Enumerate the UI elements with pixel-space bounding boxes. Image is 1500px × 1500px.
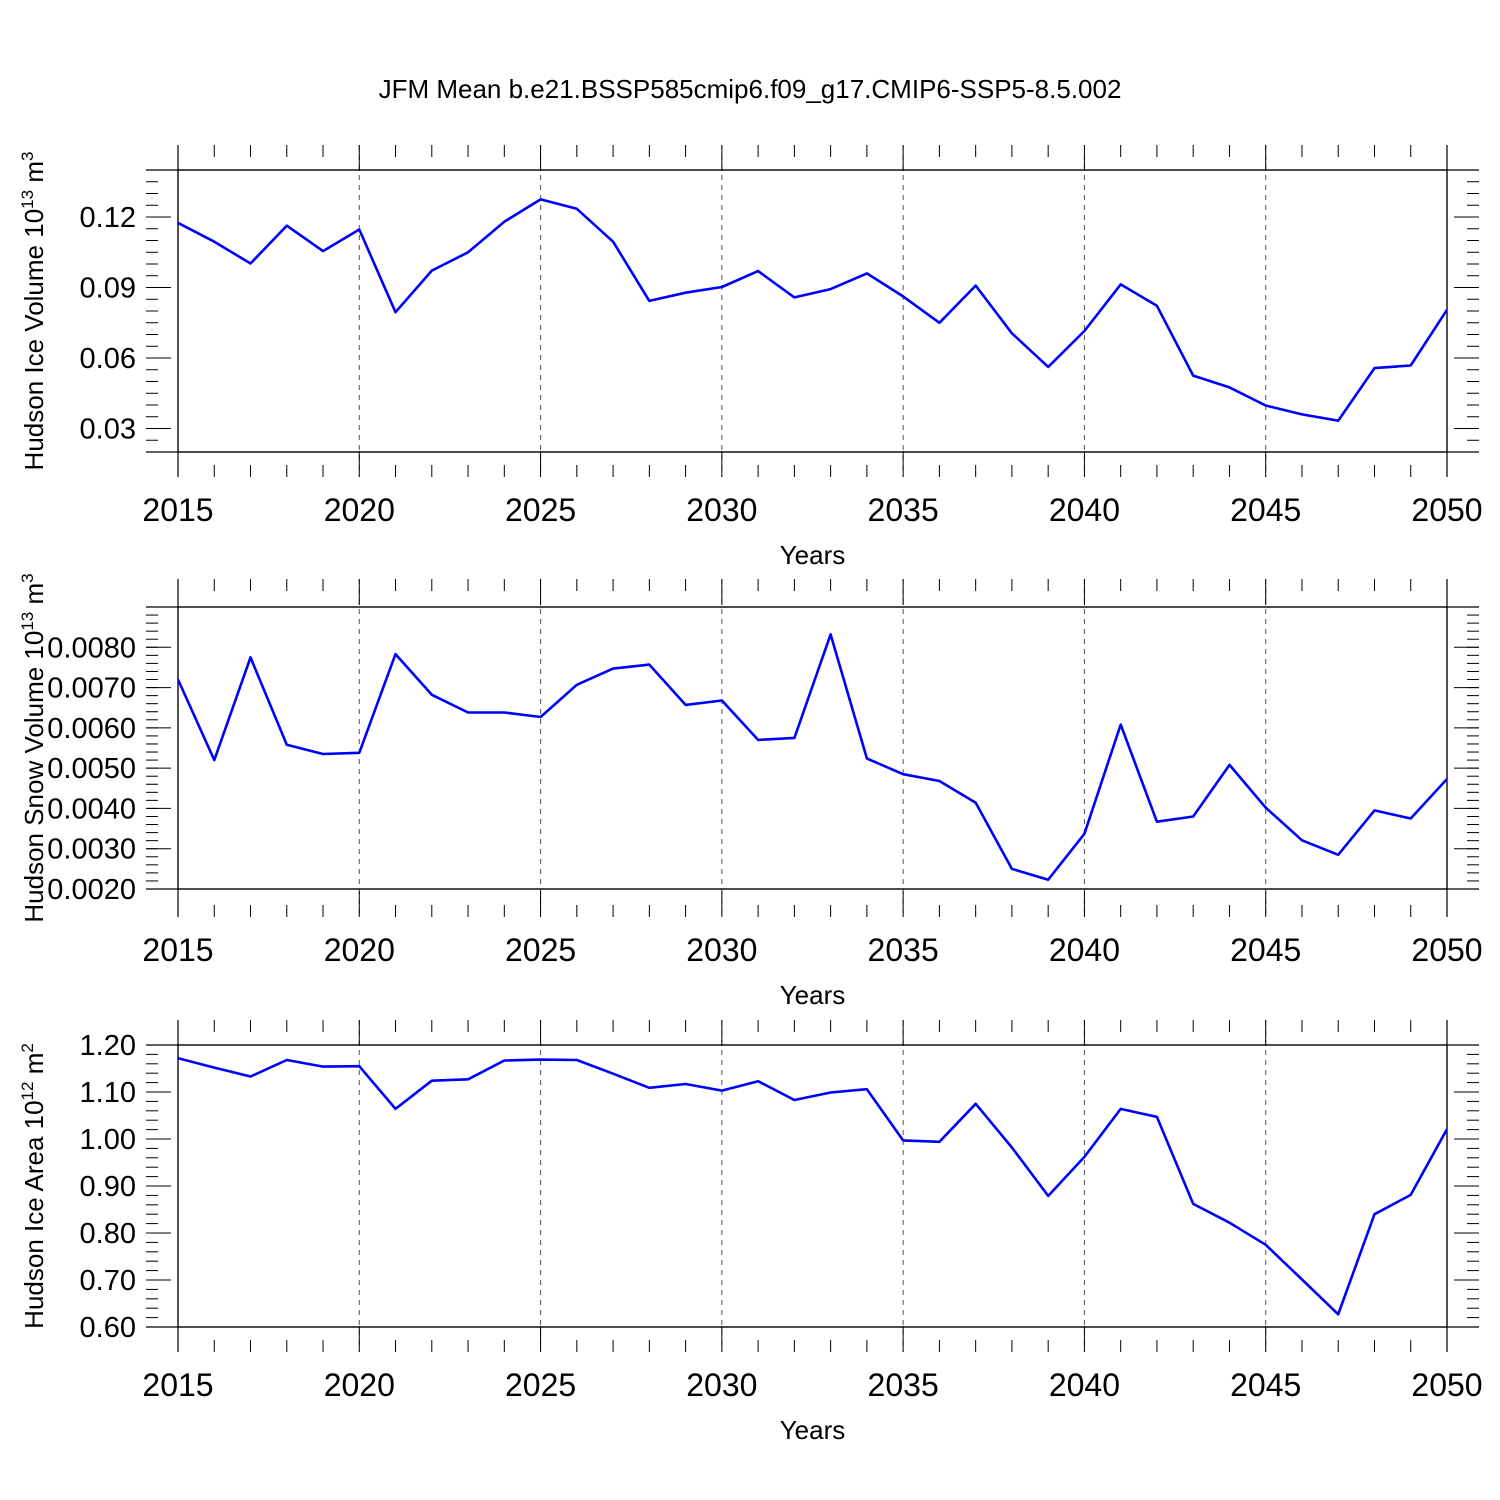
- x-tick-label: 2045: [1230, 492, 1301, 528]
- series-line: [178, 1056, 1447, 1316]
- x-tick-label: 2025: [505, 932, 576, 968]
- y-tick-label: 0.90: [80, 1171, 136, 1203]
- y-tick-label: 1.20: [80, 1030, 136, 1062]
- y-axis-label: Hudson Snow Volume 1013 m3: [18, 573, 49, 922]
- y-tick-label: 0.03: [80, 414, 136, 446]
- x-tick-label: 2040: [1049, 932, 1120, 968]
- y-tick-label: 0.70: [80, 1265, 136, 1297]
- x-tick-label: 2040: [1049, 1367, 1120, 1403]
- y-tick-label: 0.0030: [47, 834, 136, 866]
- plot-frame: [177, 169, 1448, 453]
- x-tick-label: 2030: [686, 932, 757, 968]
- x-tick-label: 2050: [1411, 1367, 1482, 1403]
- figure-title: JFM Mean b.e21.BSSP585cmip6.f09_g17.CMIP…: [379, 74, 1122, 104]
- y-tick-label: 0.0080: [47, 632, 136, 664]
- y-tick-label: 0.09: [80, 273, 136, 305]
- x-tick-label: 2020: [324, 932, 395, 968]
- chart-panel-3: 0.60 0.70 0.80 0.90 1.00 1.10 1.20 2015 2020 2025…: [18, 1020, 1483, 1445]
- x-tick-label: 2015: [142, 492, 213, 528]
- x-tick-label: 2015: [142, 932, 213, 968]
- x-axis-label: Years: [780, 1415, 846, 1445]
- x-tick-label: 2030: [686, 492, 757, 528]
- chart-panel-2: 0.0020 0.0030 0.0040 0.0050 0.0060 0.0070 0.00…: [18, 573, 1483, 1010]
- x-tick-label: 2045: [1230, 1367, 1301, 1403]
- y-tick-label: 1.10: [80, 1077, 136, 1109]
- series-line: [178, 198, 1447, 423]
- x-axis-label: Years: [780, 980, 846, 1010]
- x-tick-label: 2030: [686, 1367, 757, 1403]
- chart-panel-1: 0.03 0.06 0.09 0.12 2015 2020 2025 2030 2035 2040…: [18, 145, 1483, 570]
- x-tick-label: 2015: [142, 1367, 213, 1403]
- x-tick-label: 2040: [1049, 492, 1120, 528]
- y-axis-label: Hudson Ice Volume 1013 m3: [18, 152, 49, 471]
- x-tick-label: 2035: [868, 932, 939, 968]
- y-tick-label: 0.12: [80, 202, 136, 234]
- y-tick-label: 0.0070: [47, 673, 136, 705]
- plot-frame: [177, 1044, 1448, 1328]
- y-tick-label: 0.0040: [47, 793, 136, 825]
- series-line: [178, 633, 1447, 882]
- y-axis-label: Hudson Ice Area 1012 m2: [18, 1043, 49, 1329]
- y-tick-label: 1.00: [80, 1124, 136, 1156]
- plot-frame: [177, 606, 1448, 890]
- panels: 0.03 0.06 0.09 0.12 2015 2020 2025 2030 2035 2040…: [18, 145, 1483, 1445]
- x-tick-label: 2050: [1411, 932, 1482, 968]
- x-tick-label: 2025: [505, 1367, 576, 1403]
- x-tick-label: 2050: [1411, 492, 1482, 528]
- y-tick-label: 0.60: [80, 1312, 136, 1344]
- x-axis-label: Years: [780, 540, 846, 570]
- y-tick-label: 0.0050: [47, 753, 136, 785]
- x-tick-label: 2045: [1230, 932, 1301, 968]
- y-tick-label: 0.0020: [47, 874, 136, 906]
- y-tick-label: 0.0060: [47, 713, 136, 745]
- x-tick-label: 2025: [505, 492, 576, 528]
- x-tick-label: 2035: [868, 492, 939, 528]
- x-tick-label: 2020: [324, 492, 395, 528]
- x-tick-label: 2020: [324, 1367, 395, 1403]
- y-tick-label: 0.80: [80, 1218, 136, 1250]
- x-tick-label: 2035: [868, 1367, 939, 1403]
- y-tick-label: 0.06: [80, 343, 136, 375]
